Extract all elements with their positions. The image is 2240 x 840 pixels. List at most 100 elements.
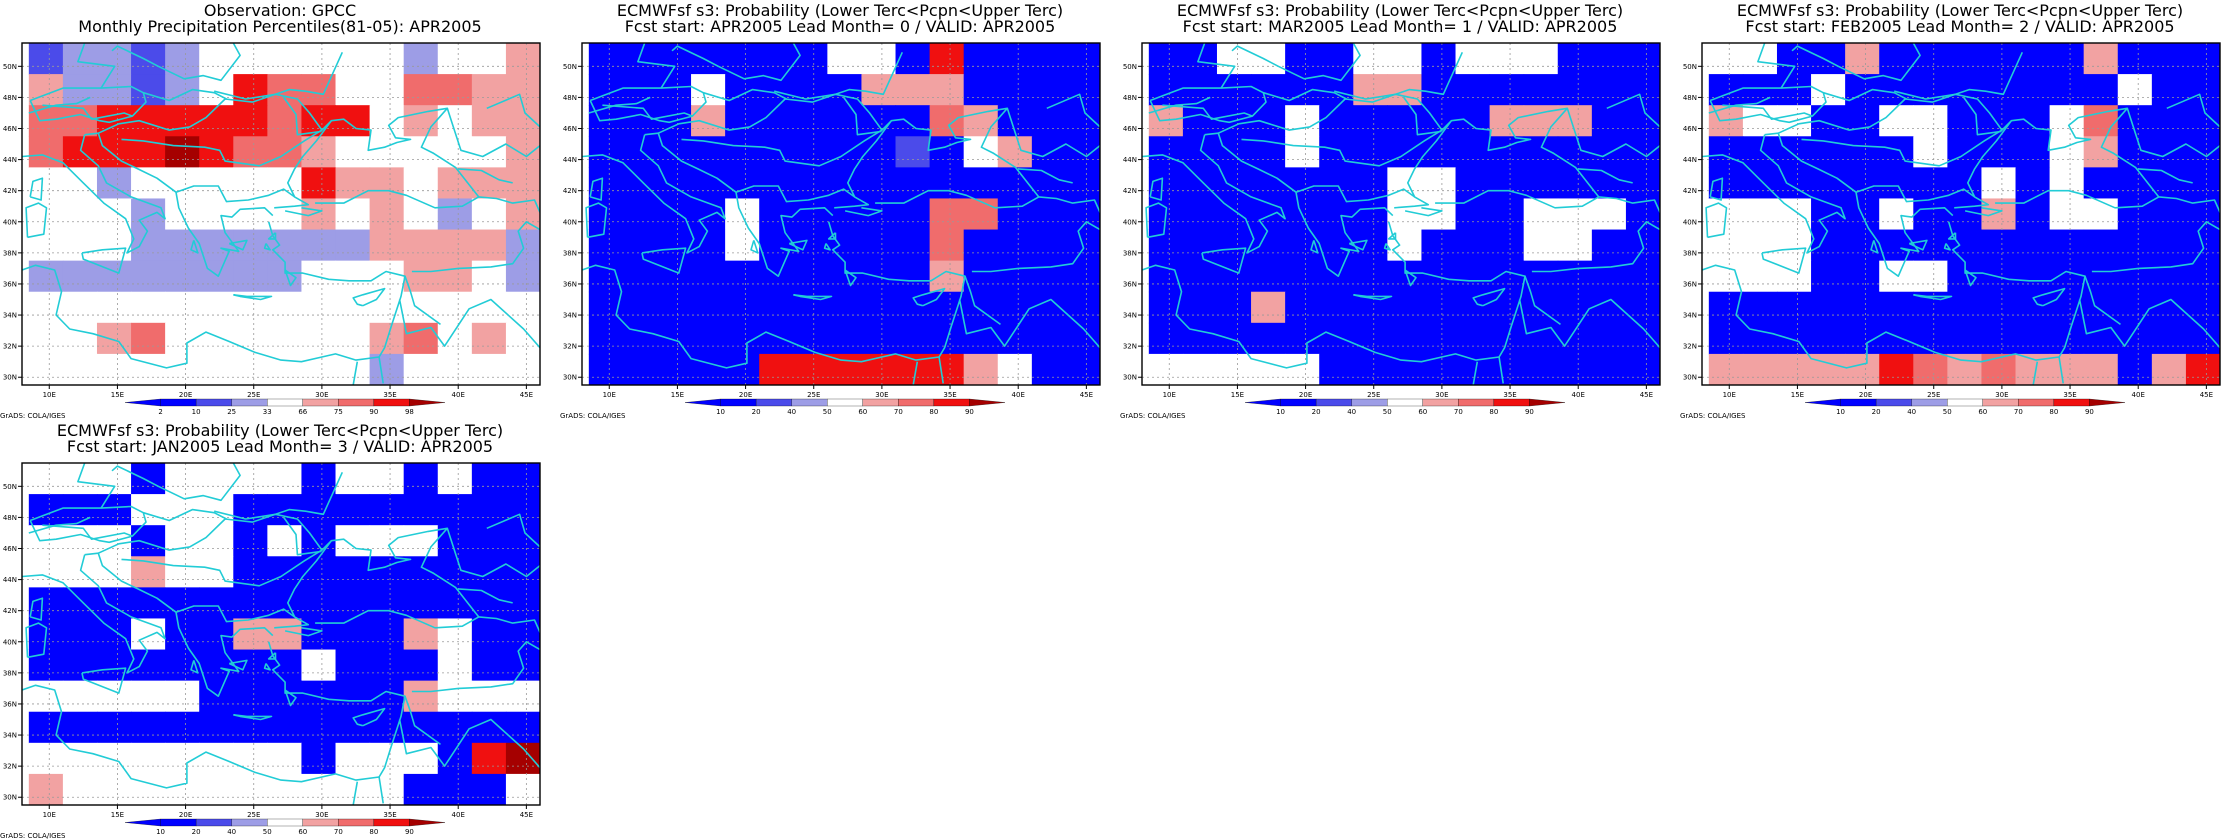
grid-cell [199, 742, 234, 775]
grid-cell [1421, 167, 1457, 199]
grid-cell [369, 463, 405, 495]
grid-cell [1947, 43, 1982, 75]
grid-cell [2117, 353, 2153, 385]
grid-cell [1742, 136, 1778, 168]
colorbar-label: 66 [298, 408, 307, 416]
grid-cell [1845, 167, 1880, 199]
y-tick-label: 42N [1683, 187, 1697, 195]
grid-cell [403, 43, 439, 75]
y-tick-label: 40N [563, 218, 577, 226]
grid-cell [199, 353, 234, 385]
y-tick-label: 50N [1123, 63, 1137, 71]
grid-cell [540, 105, 560, 137]
grid-cell [2049, 291, 2085, 324]
grid-cell [1182, 260, 1218, 293]
colorbar-segment [1493, 398, 1530, 407]
grid-cell [997, 291, 1033, 324]
grid-cell [1981, 167, 2017, 199]
grid-cell [1811, 353, 1846, 385]
grid-cell [2049, 260, 2085, 293]
y-tick-label: 38N [1123, 249, 1137, 257]
grid-cell [540, 743, 560, 775]
grid-cell [1353, 167, 1388, 199]
grid-cell [1319, 43, 1354, 75]
grid-cell [1523, 198, 1559, 231]
grid-cell [1811, 322, 1846, 355]
grid-cell [1285, 136, 1320, 168]
grid-cell [1065, 322, 1100, 355]
grid-cell [335, 291, 371, 324]
grid-cell [165, 773, 200, 805]
grid-cell [1708, 43, 1744, 75]
colorbar-label: 90 [369, 408, 378, 416]
x-tick-label: 25E [247, 391, 260, 399]
colorbar-segment [338, 398, 375, 407]
grid-cell [1455, 167, 1491, 199]
grid-cell [1625, 43, 1660, 75]
grid-cell [96, 291, 132, 324]
grid-cell [588, 43, 624, 75]
grid-cell [335, 711, 371, 744]
grid-cell [267, 322, 302, 355]
colorbar-label: 10 [156, 828, 165, 836]
grid-cell [1742, 74, 1778, 106]
grid-cell [1776, 322, 1812, 355]
colorbar-segment [1458, 398, 1495, 407]
grid-cell [1557, 291, 1593, 324]
colorbar-segment [969, 398, 1006, 407]
grid-cell [1100, 167, 1120, 199]
grid-cell [335, 167, 371, 199]
grid-cell [929, 74, 965, 106]
panel-subtitle: Fcst start: FEB2005 Lead Month= 2 / VALI… [1745, 17, 2175, 36]
grid-cell [540, 198, 560, 230]
grid-cell [1913, 229, 1948, 262]
grid-cell [1251, 229, 1286, 262]
grid-cell [96, 260, 132, 293]
grid-cell [1319, 167, 1354, 199]
grid-cell [1660, 198, 1680, 230]
y-tick-label: 38N [3, 669, 17, 677]
grid-cell [437, 711, 473, 744]
x-tick-label: 10E [43, 811, 56, 819]
grid-cell [895, 136, 931, 168]
grid-cell [437, 680, 473, 713]
colorbar-segment [1315, 398, 1352, 407]
grid-cell [437, 167, 473, 199]
grid-cell [1319, 260, 1354, 293]
grid-cell [2049, 43, 2085, 75]
panel-subtitle: Fcst start: MAR2005 Lead Month= 1 / VALI… [1182, 17, 1618, 36]
grid-cell [437, 229, 473, 262]
grid-cell [929, 136, 965, 168]
grid-cell [369, 198, 405, 231]
grid-cell [1913, 198, 1948, 231]
grid-cell [540, 712, 560, 744]
grid-cell [997, 322, 1033, 355]
grid-cell [929, 229, 965, 262]
grid-cell [2151, 136, 2187, 168]
colorbar-label: 40 [1347, 408, 1356, 416]
y-tick-label: 30N [3, 374, 17, 382]
grid-cell [725, 43, 760, 75]
grid-cell [233, 260, 268, 293]
x-tick-label: 40E [1572, 391, 1585, 399]
grid-cell [369, 260, 405, 293]
grid-cell [1947, 322, 1982, 355]
x-tick-label: 45E [1080, 391, 1093, 399]
colorbar-segment [160, 398, 197, 407]
grid-cell [199, 680, 234, 713]
grid-cell [1285, 105, 1320, 137]
grid-cell [1031, 136, 1067, 168]
grid-cell [1319, 353, 1354, 385]
grid-cell [471, 136, 507, 168]
grid-cell [1251, 43, 1286, 75]
grid-cell [165, 167, 200, 199]
grid-cell [1879, 322, 1914, 355]
grid-cell [96, 773, 132, 805]
grid-cell [691, 167, 726, 199]
x-tick-label: 20E [739, 391, 752, 399]
grid-cell [759, 291, 794, 324]
grid-cell [96, 322, 132, 355]
grid-cell [369, 711, 405, 744]
grid-cell [335, 680, 371, 713]
grid-cell [165, 649, 200, 682]
